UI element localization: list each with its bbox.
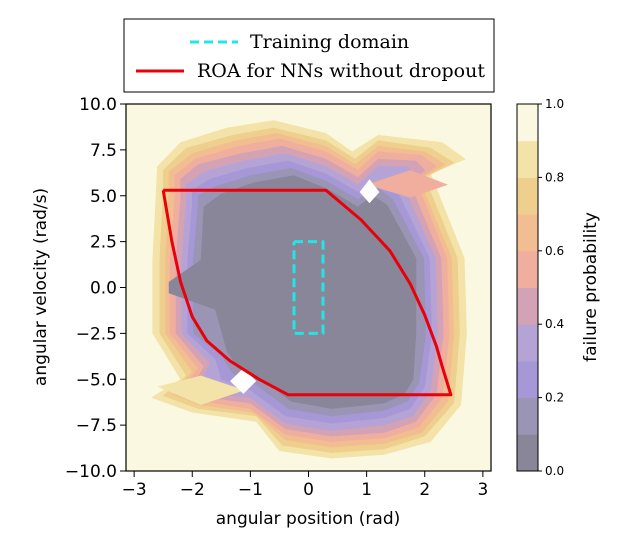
colorbar-band [517,360,538,399]
colorbar-frame [516,103,539,472]
y-tick-label: 7.5 [90,141,117,161]
x-tick-label: 1 [361,480,372,500]
colorbar-tick-label: 0.8 [545,170,564,184]
y-tick-label: 10.0 [79,95,117,115]
colorbar-band [517,140,538,178]
colorbar-band [517,434,538,472]
x-tick-label: −3 [122,480,147,500]
plot-area: −3 −2 −1 0 1 2 3 −10.0 −7.5 −5.0 −2.5 0.0 2.5 5.0 7.5… [31,95,492,529]
y-tick-label: −10.0 [65,462,117,482]
y-axis-ticks: −10.0 −7.5 −5.0 −2.5 0.0 2.5 5.0 7.5 10.0 [65,95,126,482]
colorbar-band [517,177,538,215]
y-tick-label: −2.5 [76,324,117,344]
y-tick-label: −7.5 [76,416,117,436]
x-tick-label: 2 [419,480,430,500]
x-tick-label: −1 [238,480,263,500]
colorbar-band [517,397,538,435]
training-domain-line [292,240,325,335]
y-tick-label: 2.5 [90,233,117,253]
colorbar-tick-label: 0.2 [545,391,564,405]
colorbar-ticks: 0.0 0.2 0.4 0.6 0.8 1.0 [538,97,564,478]
y-tick-label: −5.0 [76,370,117,390]
x-axis-ticks: −3 −2 −1 0 1 2 3 [122,471,488,500]
contour-peak-0 [157,375,245,405]
colorbar-tick-label: 0.4 [545,317,564,331]
colorbar-band [517,287,538,325]
colorbar-tick-label: 0.6 [545,244,564,258]
colorbar-tick-label: 1.0 [545,97,564,111]
colorbar-band [517,214,538,252]
x-tick-label: 3 [477,480,488,500]
legend-roa-label: ROA for NNs without dropout [197,60,485,82]
contour-fills [139,112,478,464]
colorbar-tick-label: 0.0 [545,464,564,478]
legend: Training domain ROA for NNs without drop… [123,18,495,93]
x-axis-label: angular position (rad) [216,509,401,529]
legend-training-domain-label: Training domain [250,31,409,53]
colorbar-label: failure probability [581,212,601,362]
roa-line [161,188,453,397]
colorbar-band [517,250,538,288]
x-tick-label: −2 [180,480,205,500]
colorbar-bands [517,104,538,472]
colorbar-band [517,324,538,362]
contour-peak-3 [359,179,380,204]
y-tick-label: 5.0 [90,187,117,207]
legend-box [123,18,495,93]
y-axis-label: angular velocity (rad/s) [31,188,51,386]
y-tick-label: 0.0 [90,279,117,299]
colorbar: 0.0 0.2 0.4 0.6 0.8 1.0 failure probability [516,97,601,478]
x-tick-label: 0 [303,480,314,500]
series-layer [161,188,453,397]
colorbar-band [517,104,538,142]
contour-peak-2 [366,170,448,198]
